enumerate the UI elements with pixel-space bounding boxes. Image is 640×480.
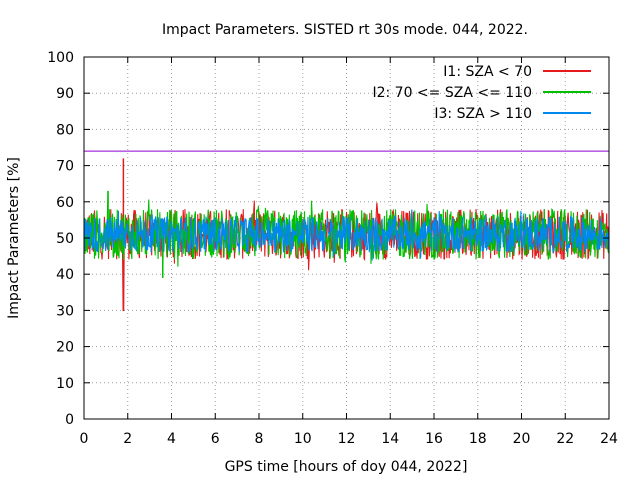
x-tick-label: 4 bbox=[167, 431, 176, 447]
x-tick-label: 14 bbox=[381, 431, 399, 447]
legend: I1: SZA < 70 I2: 70 <= SZA <= 110 I3: SZA … bbox=[372, 64, 591, 122]
series-line-3 bbox=[83, 209, 610, 261]
y-tick-label: 80 bbox=[56, 122, 74, 138]
chart-title: Impact Parameters. SISTED rt 30s mode. 0… bbox=[162, 22, 528, 38]
x-tick-label: 6 bbox=[211, 431, 220, 447]
x-tick-label: 20 bbox=[513, 431, 531, 447]
y-tick-label: 90 bbox=[56, 86, 74, 102]
y-tick-label: 60 bbox=[56, 195, 74, 211]
y-tick-label: 50 bbox=[56, 231, 74, 247]
x-tick-label: 8 bbox=[255, 431, 264, 447]
y-tick-label: 30 bbox=[56, 303, 74, 319]
x-tick-label: 18 bbox=[469, 431, 487, 447]
y-tick-label: 40 bbox=[56, 267, 74, 283]
x-tick-label: 22 bbox=[556, 431, 574, 447]
x-tick-label: 16 bbox=[425, 431, 443, 447]
x-tick-label: 24 bbox=[600, 431, 618, 447]
legend-label-3: I3: SZA > 110 bbox=[434, 106, 532, 122]
y-tick-label: 0 bbox=[65, 412, 74, 428]
legend-label-2: I2: 70 <= SZA <= 110 bbox=[372, 85, 532, 101]
x-tick-label: 0 bbox=[80, 431, 89, 447]
x-axis-label: GPS time [hours of doy 044, 2022] bbox=[225, 459, 468, 475]
y-axis-label: Impact Parameters [%] bbox=[6, 157, 22, 319]
legend-label-1: I1: SZA < 70 bbox=[443, 64, 532, 80]
data-layer bbox=[83, 150, 610, 311]
y-tick-label: 10 bbox=[56, 376, 74, 392]
y-tick-label: 100 bbox=[47, 50, 74, 66]
y-tick-label: 70 bbox=[56, 159, 74, 175]
y-tick-label: 20 bbox=[56, 340, 74, 356]
x-tick-label: 2 bbox=[123, 431, 132, 447]
x-tick-label: 12 bbox=[338, 431, 356, 447]
x-tick-label: 10 bbox=[294, 431, 312, 447]
